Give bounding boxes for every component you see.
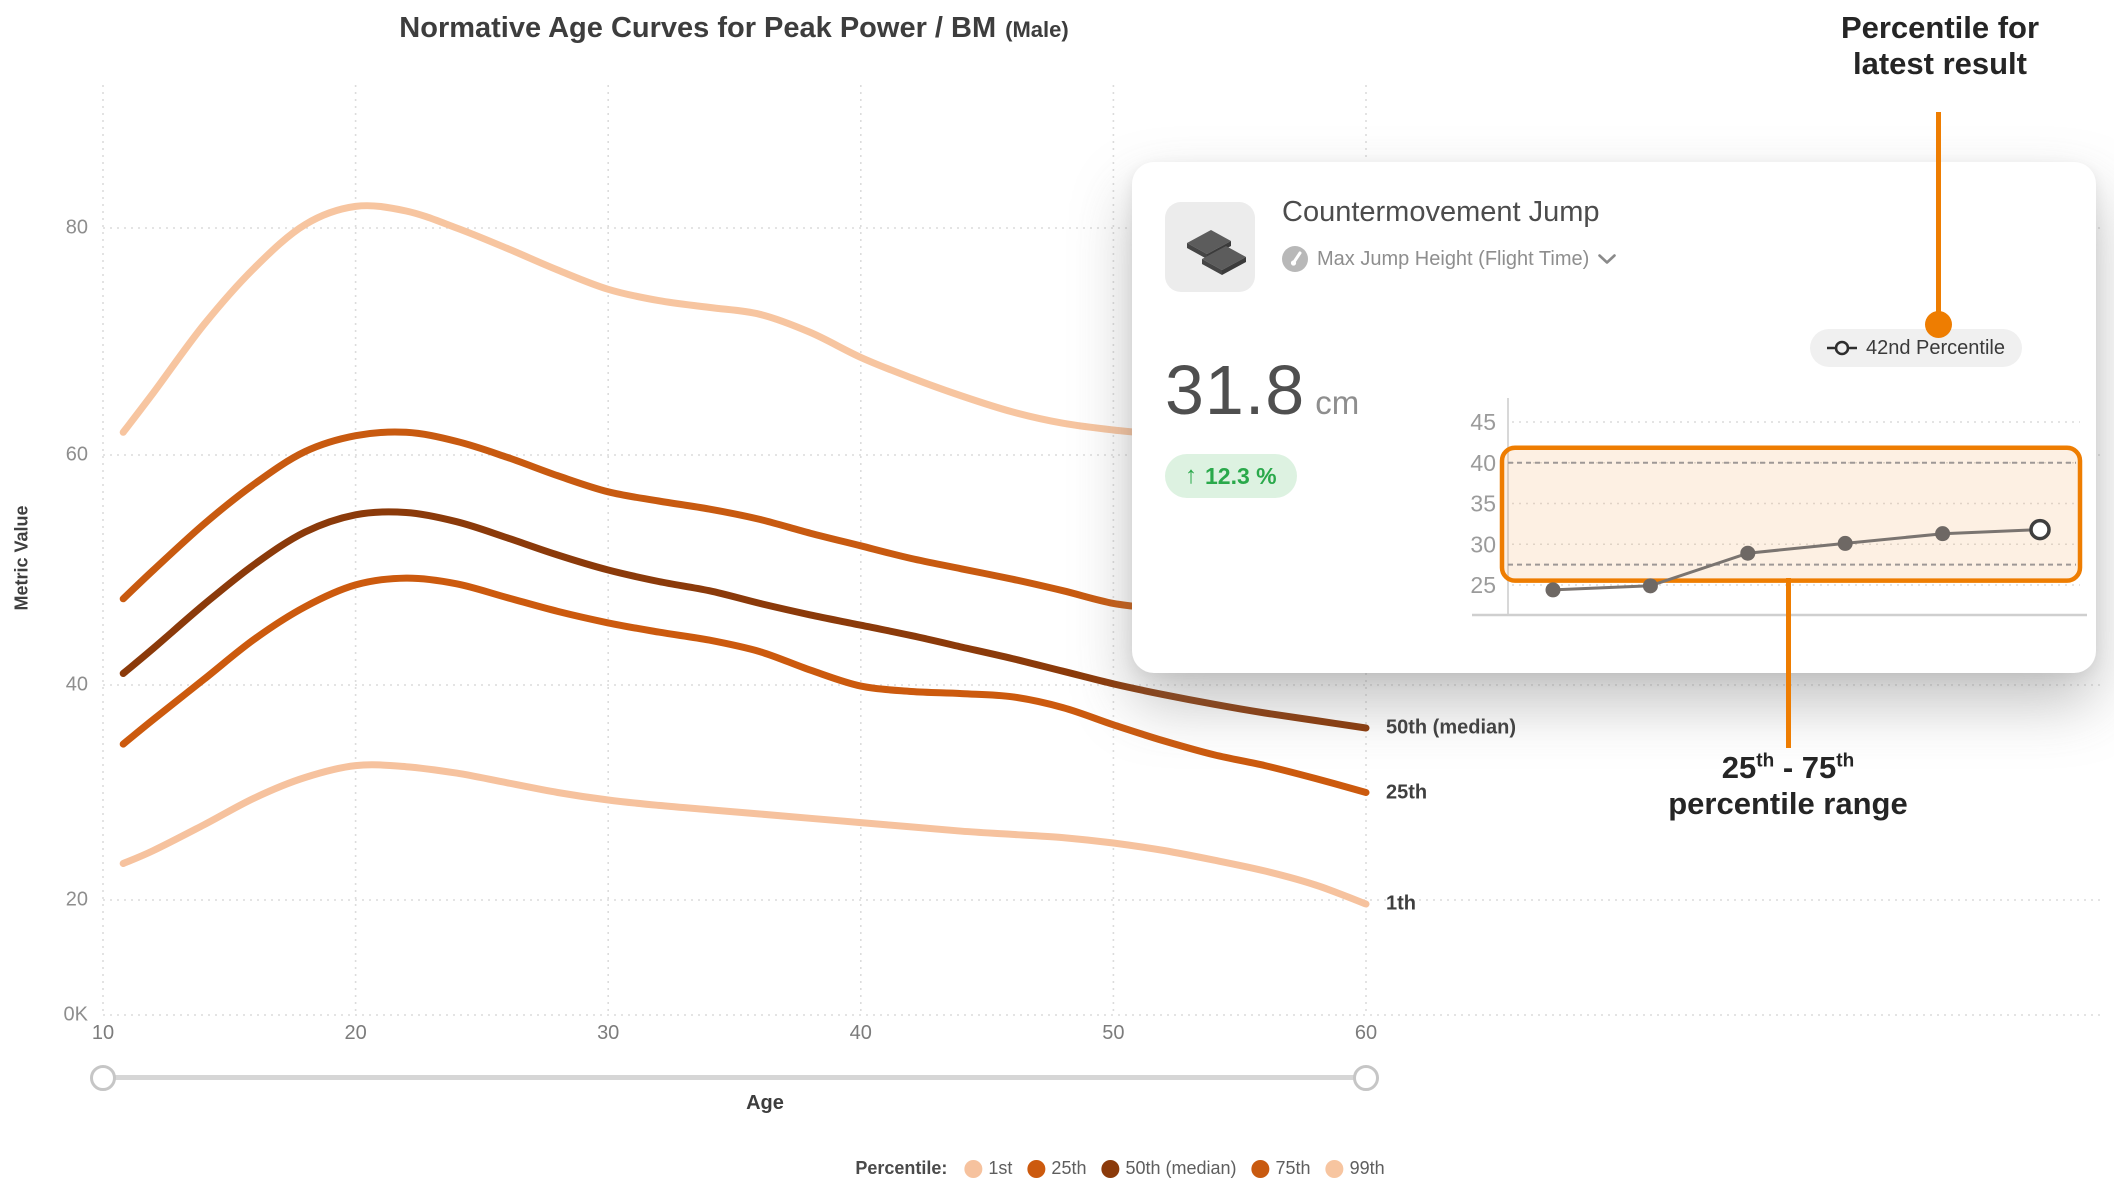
result-unit: cm — [1315, 384, 1360, 421]
force-plates-icon-tile — [1165, 202, 1255, 292]
legend-dot-99th — [1325, 1159, 1344, 1178]
annotation-dot — [1925, 311, 1952, 338]
annotation-range-line2: percentile range — [1668, 785, 1908, 821]
change-value: 12.3 % — [1205, 462, 1277, 489]
annotation-connector-bottom — [1786, 578, 1791, 748]
card-title: Countermovement Jump — [1282, 196, 1600, 228]
gauge-icon — [1282, 246, 1308, 272]
svg-text:35: 35 — [1470, 491, 1496, 517]
x-axis-label: Age — [746, 1092, 784, 1114]
countermovement-jump-card: Countermovement Jump Max Jump Height (Fl… — [1132, 162, 2096, 673]
metric-name: Max Jump Height (Flight Time) — [1317, 247, 1590, 270]
legend-item-75th[interactable]: 75th — [1251, 1158, 1311, 1179]
legend-item-99th[interactable]: 99th — [1325, 1158, 1385, 1179]
chart-title: Normative Age Curves for Peak Power / BM… — [399, 12, 1068, 45]
y-axis-label: Metric Value — [11, 505, 32, 611]
legend-item-50th (median)[interactable]: 50th (median) — [1101, 1158, 1237, 1179]
legend-dot-75th — [1251, 1159, 1270, 1178]
percentile-badge-text: 42nd Percentile — [1866, 336, 2005, 359]
legend-label-25th: 25th — [1051, 1158, 1087, 1178]
annotation-percentile-latest: Percentile for latest result — [1760, 10, 2114, 81]
y-tick-80: 80 — [65, 216, 88, 239]
legend-label-50th (median): 50th (median) — [1125, 1158, 1237, 1178]
svg-text:25: 25 — [1470, 572, 1496, 598]
chart-title-suffix: (Male) — [1005, 17, 1069, 42]
legend-item-25th[interactable]: 25th — [1027, 1158, 1086, 1179]
x-tick-50: 50 — [1102, 1022, 1125, 1044]
svg-text:40: 40 — [1470, 450, 1496, 476]
x-tick-40: 40 — [849, 1022, 872, 1044]
annotation-top-line2: latest result — [1852, 45, 2027, 81]
legend-dot-1st — [964, 1159, 983, 1178]
y-tick-0K: 0K — [63, 1003, 88, 1026]
annotation-range-line1: 25th - 75th — [1721, 750, 1855, 785]
y-tick-40: 40 — [65, 673, 88, 696]
curve-label-50th (median): 50th (median) — [1386, 716, 1517, 739]
annotation-top-line1: Percentile for — [1840, 10, 2040, 45]
curve-label-1st: 1th — [1386, 892, 1416, 915]
svg-text:30: 30 — [1470, 531, 1496, 557]
annotation-connector-top — [1936, 112, 1941, 314]
age-slider-handle-min[interactable] — [90, 1065, 116, 1091]
legend-dot-25th — [1027, 1159, 1046, 1178]
x-tick-60: 60 — [1354, 1022, 1378, 1044]
chart-title-main: Normative Age Curves for Peak Power / BM — [399, 12, 997, 44]
legend-items: 1st 25th 50th (median) 75th 99th — [964, 1158, 1385, 1179]
age-slider-handle-max[interactable] — [1353, 1065, 1379, 1091]
results-sparkline: 45 40 35 30 25 — [1470, 398, 2087, 617]
force-plates-icon — [1187, 230, 1246, 275]
age-range-slider-track[interactable] — [103, 1075, 1366, 1080]
x-tick-10: 10 — [91, 1022, 115, 1044]
annotation-percentile-range: 25th - 75th percentile range — [1598, 750, 1978, 821]
up-arrow-icon: ↑ — [1185, 462, 1197, 489]
change-badge: ↑ 12.3 % — [1165, 454, 1297, 498]
legend-item-1st[interactable]: 1st — [964, 1158, 1012, 1179]
legend-label-99th: 99th — [1349, 1158, 1385, 1178]
percentile-badge: 42nd Percentile — [1810, 329, 2022, 367]
svg-text:45: 45 — [1470, 409, 1496, 435]
legend-label-1st: 1st — [988, 1158, 1013, 1178]
y-tick-20: 20 — [65, 888, 88, 911]
result-value: 31.8 — [1165, 351, 1306, 429]
latest-result: 31.8 cm — [1165, 350, 1359, 430]
percentile-marker-icon — [1827, 340, 1857, 356]
legend-label-75th: 75th — [1275, 1158, 1311, 1178]
legend-dot-50th (median) — [1101, 1159, 1120, 1178]
metric-selector[interactable]: Max Jump Height (Flight Time) — [1282, 246, 1617, 272]
chevron-down-icon[interactable] — [1598, 253, 1617, 265]
percentile-legend: Percentile: 1st 25th 50th (median) 75th 99th — [855, 1158, 1384, 1179]
y-tick-60: 60 — [65, 443, 88, 466]
x-tick-20: 20 — [344, 1022, 367, 1044]
legend-title: Percentile: — [855, 1158, 948, 1178]
curve-label-25th: 25th — [1386, 781, 1428, 803]
x-tick-30: 30 — [597, 1022, 620, 1044]
